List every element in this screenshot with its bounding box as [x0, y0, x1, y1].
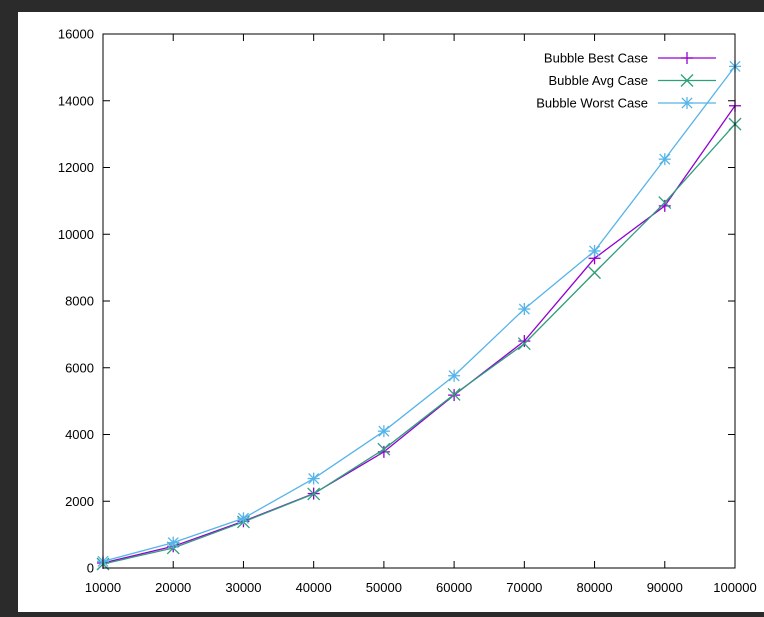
legend-marker: [680, 74, 694, 87]
series-line: [102, 65, 736, 562]
x-tick-label: 20000: [155, 580, 191, 595]
y-tick-label: 16000: [58, 27, 94, 42]
data-point: [448, 369, 461, 382]
data-point: [377, 442, 391, 456]
x-tick-label: 50000: [366, 580, 402, 595]
x-tick-label: 70000: [506, 580, 542, 595]
data-point: [658, 153, 671, 166]
legend-marker: [681, 97, 693, 109]
tick-labels: 10000 20000 30000 40000 50000 60000 70000 80000…: [58, 27, 757, 596]
y-tick-label: 14000: [58, 93, 94, 108]
data-point: [307, 472, 320, 485]
x-tick-label: 90000: [647, 580, 683, 595]
legend-item: Bubble Avg Case: [549, 73, 716, 88]
y-tick-label: 6000: [65, 360, 94, 375]
data-point: [517, 337, 531, 351]
y-tick-label: 0: [87, 561, 94, 576]
legend-label: Bubble Best Case: [544, 51, 648, 66]
data-point: [307, 487, 321, 501]
series-1: [97, 99, 741, 569]
x-tick-label: 100000: [713, 580, 756, 595]
series-group: [96, 60, 742, 571]
y-tick-label: 10000: [58, 227, 94, 242]
axis-ticks: [102, 33, 736, 569]
data-point: [518, 303, 531, 316]
line-chart: 10000 20000 30000 40000 50000 60000 70000 80000…: [58, 27, 757, 596]
data-point: [447, 387, 461, 401]
series-line: [102, 123, 736, 565]
data-point: [167, 536, 180, 549]
series-line: [102, 105, 736, 564]
data-point: [588, 266, 602, 280]
x-tick-label: 30000: [225, 580, 261, 595]
series-2: [96, 117, 742, 571]
data-point: [588, 244, 601, 257]
legend-label: Bubble Worst Case: [536, 96, 648, 111]
x-tick-label: 40000: [296, 580, 332, 595]
y-tick-label: 2000: [65, 494, 94, 509]
y-tick-label: 4000: [65, 427, 94, 442]
legend-item: Bubble Best Case: [544, 51, 716, 66]
x-tick-label: 80000: [576, 580, 612, 595]
legend-label: Bubble Avg Case: [549, 73, 649, 88]
y-tick-label: 12000: [58, 160, 94, 175]
data-point: [658, 196, 672, 210]
x-tick-label: 60000: [436, 580, 472, 595]
data-point: [377, 425, 390, 438]
series-3: [97, 60, 741, 568]
y-tick-label: 8000: [65, 294, 94, 309]
data-point: [518, 335, 531, 348]
legend-item: Bubble Worst Case: [536, 96, 716, 111]
legend-marker: [681, 52, 693, 64]
plot-border: [102, 33, 736, 569]
x-tick-label: 10000: [85, 580, 121, 595]
chart-window: 10000 20000 30000 40000 50000 60000 70000 80000…: [18, 12, 764, 612]
legend: Bubble Best Case Bubble Avg Case Bubble Wo…: [536, 51, 716, 111]
data-point: [237, 512, 250, 525]
